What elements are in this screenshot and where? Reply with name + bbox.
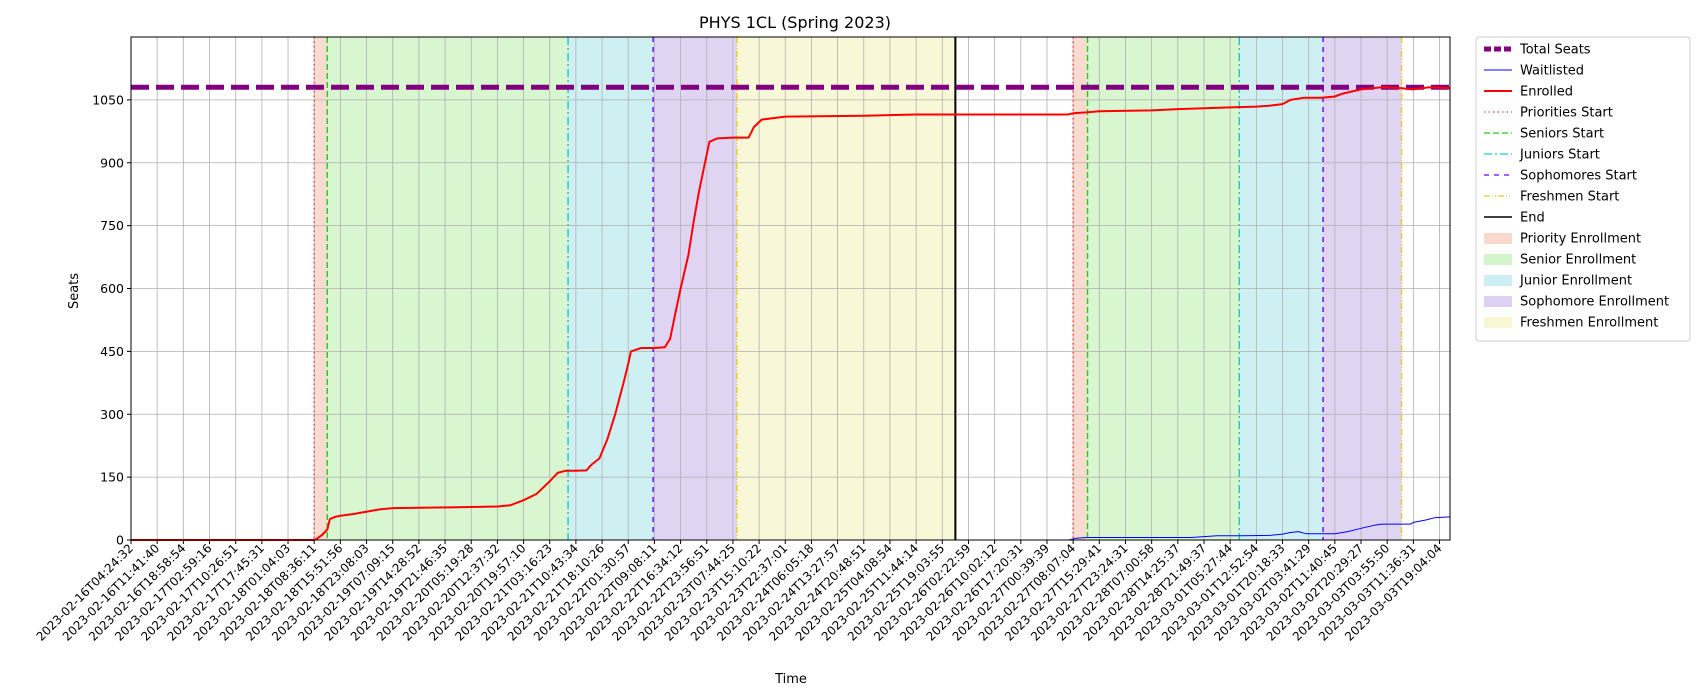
legend-label: Total Seats (1519, 43, 1591, 58)
legend-swatch (1484, 317, 1512, 328)
legend-label: Senior Enrollment (1520, 253, 1636, 268)
legend-swatch (1484, 275, 1512, 286)
y-tick-label: 750 (100, 218, 124, 233)
legend-swatch (1484, 254, 1512, 265)
y-tick-label: 150 (100, 470, 124, 485)
x-axis: 2023-02-16T04:24:322023-02-16T11:41:4020… (34, 540, 1445, 644)
legend-swatch (1484, 233, 1512, 244)
legend-swatch (1484, 296, 1512, 307)
y-tick-label: 900 (100, 155, 124, 170)
y-axis-label: Seats (67, 273, 82, 309)
legend-label: Priorities Start (1520, 106, 1613, 121)
legend-item: Total Seats (1484, 43, 1591, 58)
y-tick-label: 0 (116, 533, 124, 548)
legend-item: Waitlisted (1484, 64, 1584, 79)
legend-item: Senior Enrollment (1484, 253, 1636, 268)
legend-label: Juniors Start (1519, 148, 1600, 163)
plot-area (130, 36, 1451, 541)
legend-item: Juniors Start (1484, 148, 1600, 163)
legend-label: Waitlisted (1520, 64, 1584, 79)
series-enrolled (131, 86, 1451, 541)
chart-title: PHYS 1CL (Spring 2023) (699, 13, 891, 32)
legend-label: Sophomore Enrollment (1520, 295, 1669, 310)
phase-markers (313, 37, 1403, 540)
legend-item: Seniors Start (1484, 127, 1604, 142)
legend-label: Seniors Start (1520, 127, 1604, 142)
legend-frame (1475, 36, 1691, 342)
legend-label: Freshmen Start (1520, 190, 1619, 205)
legend-label: Freshmen Enrollment (1520, 316, 1658, 331)
x-axis-label: Time (774, 672, 807, 687)
legend-item: Priority Enrollment (1484, 232, 1641, 247)
legend-item: Sophomores Start (1484, 169, 1637, 184)
legend-label: Junior Enrollment (1519, 274, 1632, 289)
legend-item: End (1484, 211, 1545, 226)
legend-item: Freshmen Start (1484, 190, 1619, 205)
legend-item: Junior Enrollment (1484, 274, 1632, 289)
legend-item: Freshmen Enrollment (1484, 316, 1658, 331)
legend-item: Sophomore Enrollment (1484, 295, 1669, 310)
series-waitlisted (131, 516, 1451, 541)
y-axis: 0 150 300 450 600 750 900 1050 (92, 92, 131, 548)
legend-item: Enrolled (1484, 85, 1573, 100)
legend-label: Sophomores Start (1520, 169, 1637, 184)
y-tick-label: 600 (100, 281, 124, 296)
y-tick-label: 1050 (92, 92, 124, 107)
legend-label: End (1520, 211, 1545, 226)
y-tick-label: 300 (100, 407, 124, 422)
legend-item: Priorities Start (1484, 106, 1613, 121)
legend-label: Enrolled (1520, 85, 1573, 100)
data-series (131, 84, 1451, 541)
legend: Total Seats Waitlisted Enrolled Priorities … (1475, 36, 1691, 342)
y-tick-label: 450 (100, 344, 124, 359)
legend-label: Priority Enrollment (1520, 232, 1641, 247)
